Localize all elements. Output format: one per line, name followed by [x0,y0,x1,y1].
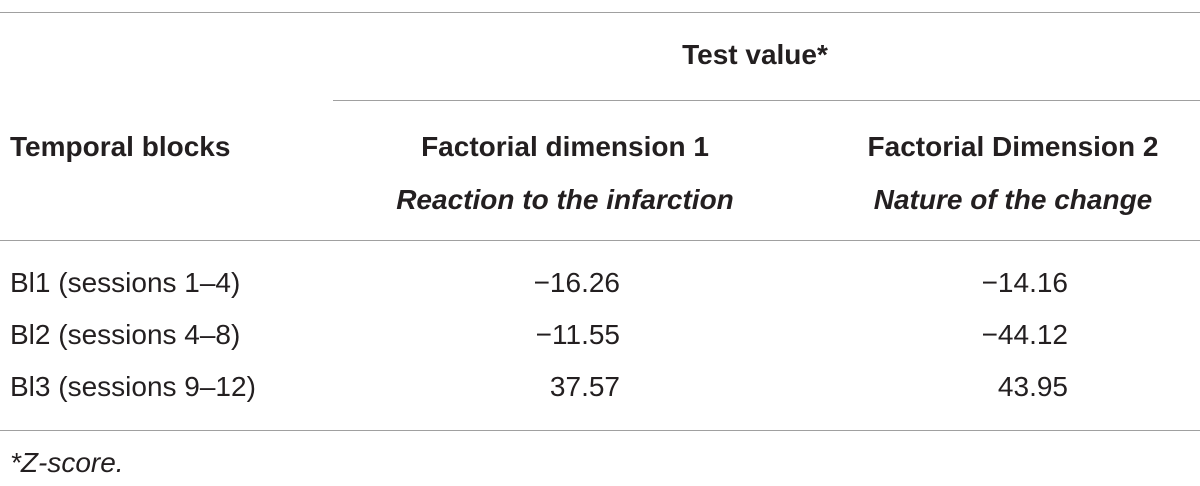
group-rule [333,100,1200,101]
cell: −44.12 [981,319,1068,350]
header-rule [0,240,1200,241]
cell: −11.55 [535,319,620,350]
group-header: Test value* [682,39,828,70]
bottom-rule [0,430,1200,431]
cell: −16.26 [533,267,620,298]
column-header: Factorial Dimension 2 [867,131,1159,162]
cell: 37.57 [549,371,620,402]
row-label: Bl2 (sessions 4–8) [10,319,241,350]
cell: 43.95 [997,371,1068,402]
column-subheader: Reaction to the infarction [396,184,734,215]
row-label: Bl1 (sessions 1–4) [10,267,241,298]
column-header: Factorial dimension 1 [421,131,709,162]
row-label: Bl3 (sessions 9–12) [10,371,256,402]
top-rule [0,12,1200,13]
cell: −14.16 [981,267,1068,298]
column-header: Temporal blocks [10,131,231,162]
column-subheader: Nature of the change [873,184,1153,215]
footnote: *Z-score. [10,447,124,478]
